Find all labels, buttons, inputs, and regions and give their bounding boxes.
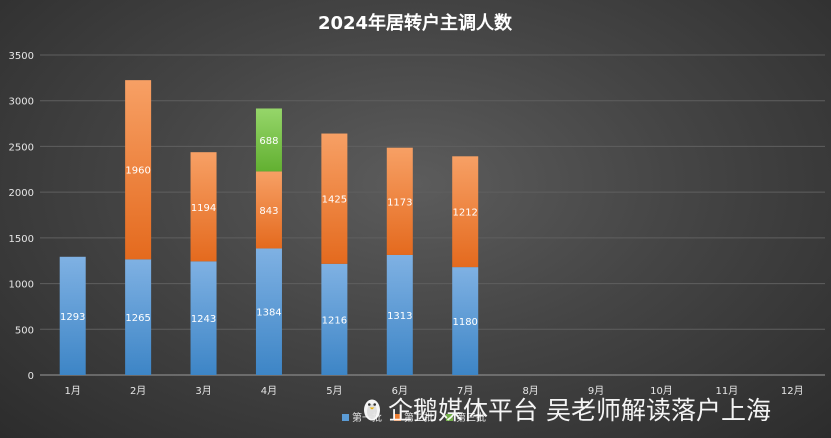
legend: 第一批 第二批 第三批 xyxy=(342,411,486,424)
y-tick-label: 500 xyxy=(15,325,34,336)
bar-5月-series-1 xyxy=(321,263,348,375)
y-tick-label: 0 xyxy=(28,371,34,382)
data-label: 1212 xyxy=(452,208,477,219)
y-tick-label: 3500 xyxy=(9,51,34,62)
data-label: 1265 xyxy=(125,313,150,324)
bar-5月-series-2 xyxy=(321,133,348,264)
bar-4月-series-1 xyxy=(255,248,282,375)
bar-4月-series-2 xyxy=(255,171,282,249)
y-tick-label: 2500 xyxy=(9,142,34,153)
data-label: 1243 xyxy=(191,314,216,325)
data-label: 1180 xyxy=(452,317,477,328)
x-tick-label: 3月 xyxy=(195,385,211,397)
data-label: 1960 xyxy=(125,166,150,177)
x-tick-label: 11月 xyxy=(716,385,739,397)
y-tick-label: 1000 xyxy=(9,280,34,291)
legend-swatch xyxy=(446,414,453,421)
data-label: 688 xyxy=(259,136,278,147)
x-tick-label: 12月 xyxy=(781,385,804,397)
x-tick-label: 7月 xyxy=(457,385,473,397)
x-tick-label: 6月 xyxy=(392,385,408,397)
data-label: 1425 xyxy=(322,195,347,206)
y-tick-label: 1500 xyxy=(9,234,34,245)
x-tick-label: 5月 xyxy=(326,385,342,397)
watermark: 企鹅媒体平台 吴老师解读落户上海 xyxy=(362,388,822,430)
data-label: 1313 xyxy=(387,311,412,322)
x-tick-label: 10月 xyxy=(650,385,673,397)
legend-swatch xyxy=(342,414,349,421)
bars xyxy=(59,80,479,375)
x-tick-label: 1月 xyxy=(65,385,81,397)
legend-swatch xyxy=(394,414,401,421)
bar-1月-series-1 xyxy=(59,256,86,375)
legend-label: 第二批 xyxy=(404,411,434,424)
penguin-icon xyxy=(364,399,380,421)
x-tick-label: 8月 xyxy=(522,385,538,397)
bar-3月-series-1 xyxy=(190,261,217,375)
bar-2月-series-1 xyxy=(125,259,152,375)
y-tick-label: 2000 xyxy=(9,188,34,199)
chart-title: 2024年居转户主调人数 xyxy=(318,12,513,34)
data-label: 1194 xyxy=(191,203,216,214)
y-tick-label: 3000 xyxy=(9,97,34,108)
bar-7月-series-2 xyxy=(452,156,479,268)
x-tick-label: 2月 xyxy=(130,385,146,397)
bar-3月-series-2 xyxy=(190,152,217,262)
data-label: 1216 xyxy=(322,315,347,326)
data-label: 1293 xyxy=(60,312,85,323)
bar-7月-series-1 xyxy=(452,267,479,375)
watermark-text: 企鹅媒体平台 吴老师解读落户上海 xyxy=(388,396,771,425)
bar-6月-series-2 xyxy=(386,147,413,255)
data-labels: 1293 1265 1960 1243 1194 1384 843 688 1216 1425 13… xyxy=(60,136,478,328)
data-label: 843 xyxy=(259,206,278,217)
bar-6月-series-1 xyxy=(386,254,413,375)
data-label: 1173 xyxy=(387,197,412,208)
gridlines xyxy=(40,54,825,376)
x-tick-label: 9月 xyxy=(588,385,604,397)
y-axis-tick-labels: 0 500 1000 1500 2000 2500 3000 3500 xyxy=(9,51,34,382)
data-label: 1384 xyxy=(256,308,281,319)
bar-2月-series-2 xyxy=(125,80,152,260)
legend-label: 第三批 xyxy=(456,411,486,424)
x-axis-tick-labels: 1月 2月 3月 4月 5月 6月 7月 8月 9月 10月 11月 12月 xyxy=(65,385,804,397)
x-tick-label: 4月 xyxy=(261,385,277,397)
bar-4月-series-3 xyxy=(255,108,282,172)
